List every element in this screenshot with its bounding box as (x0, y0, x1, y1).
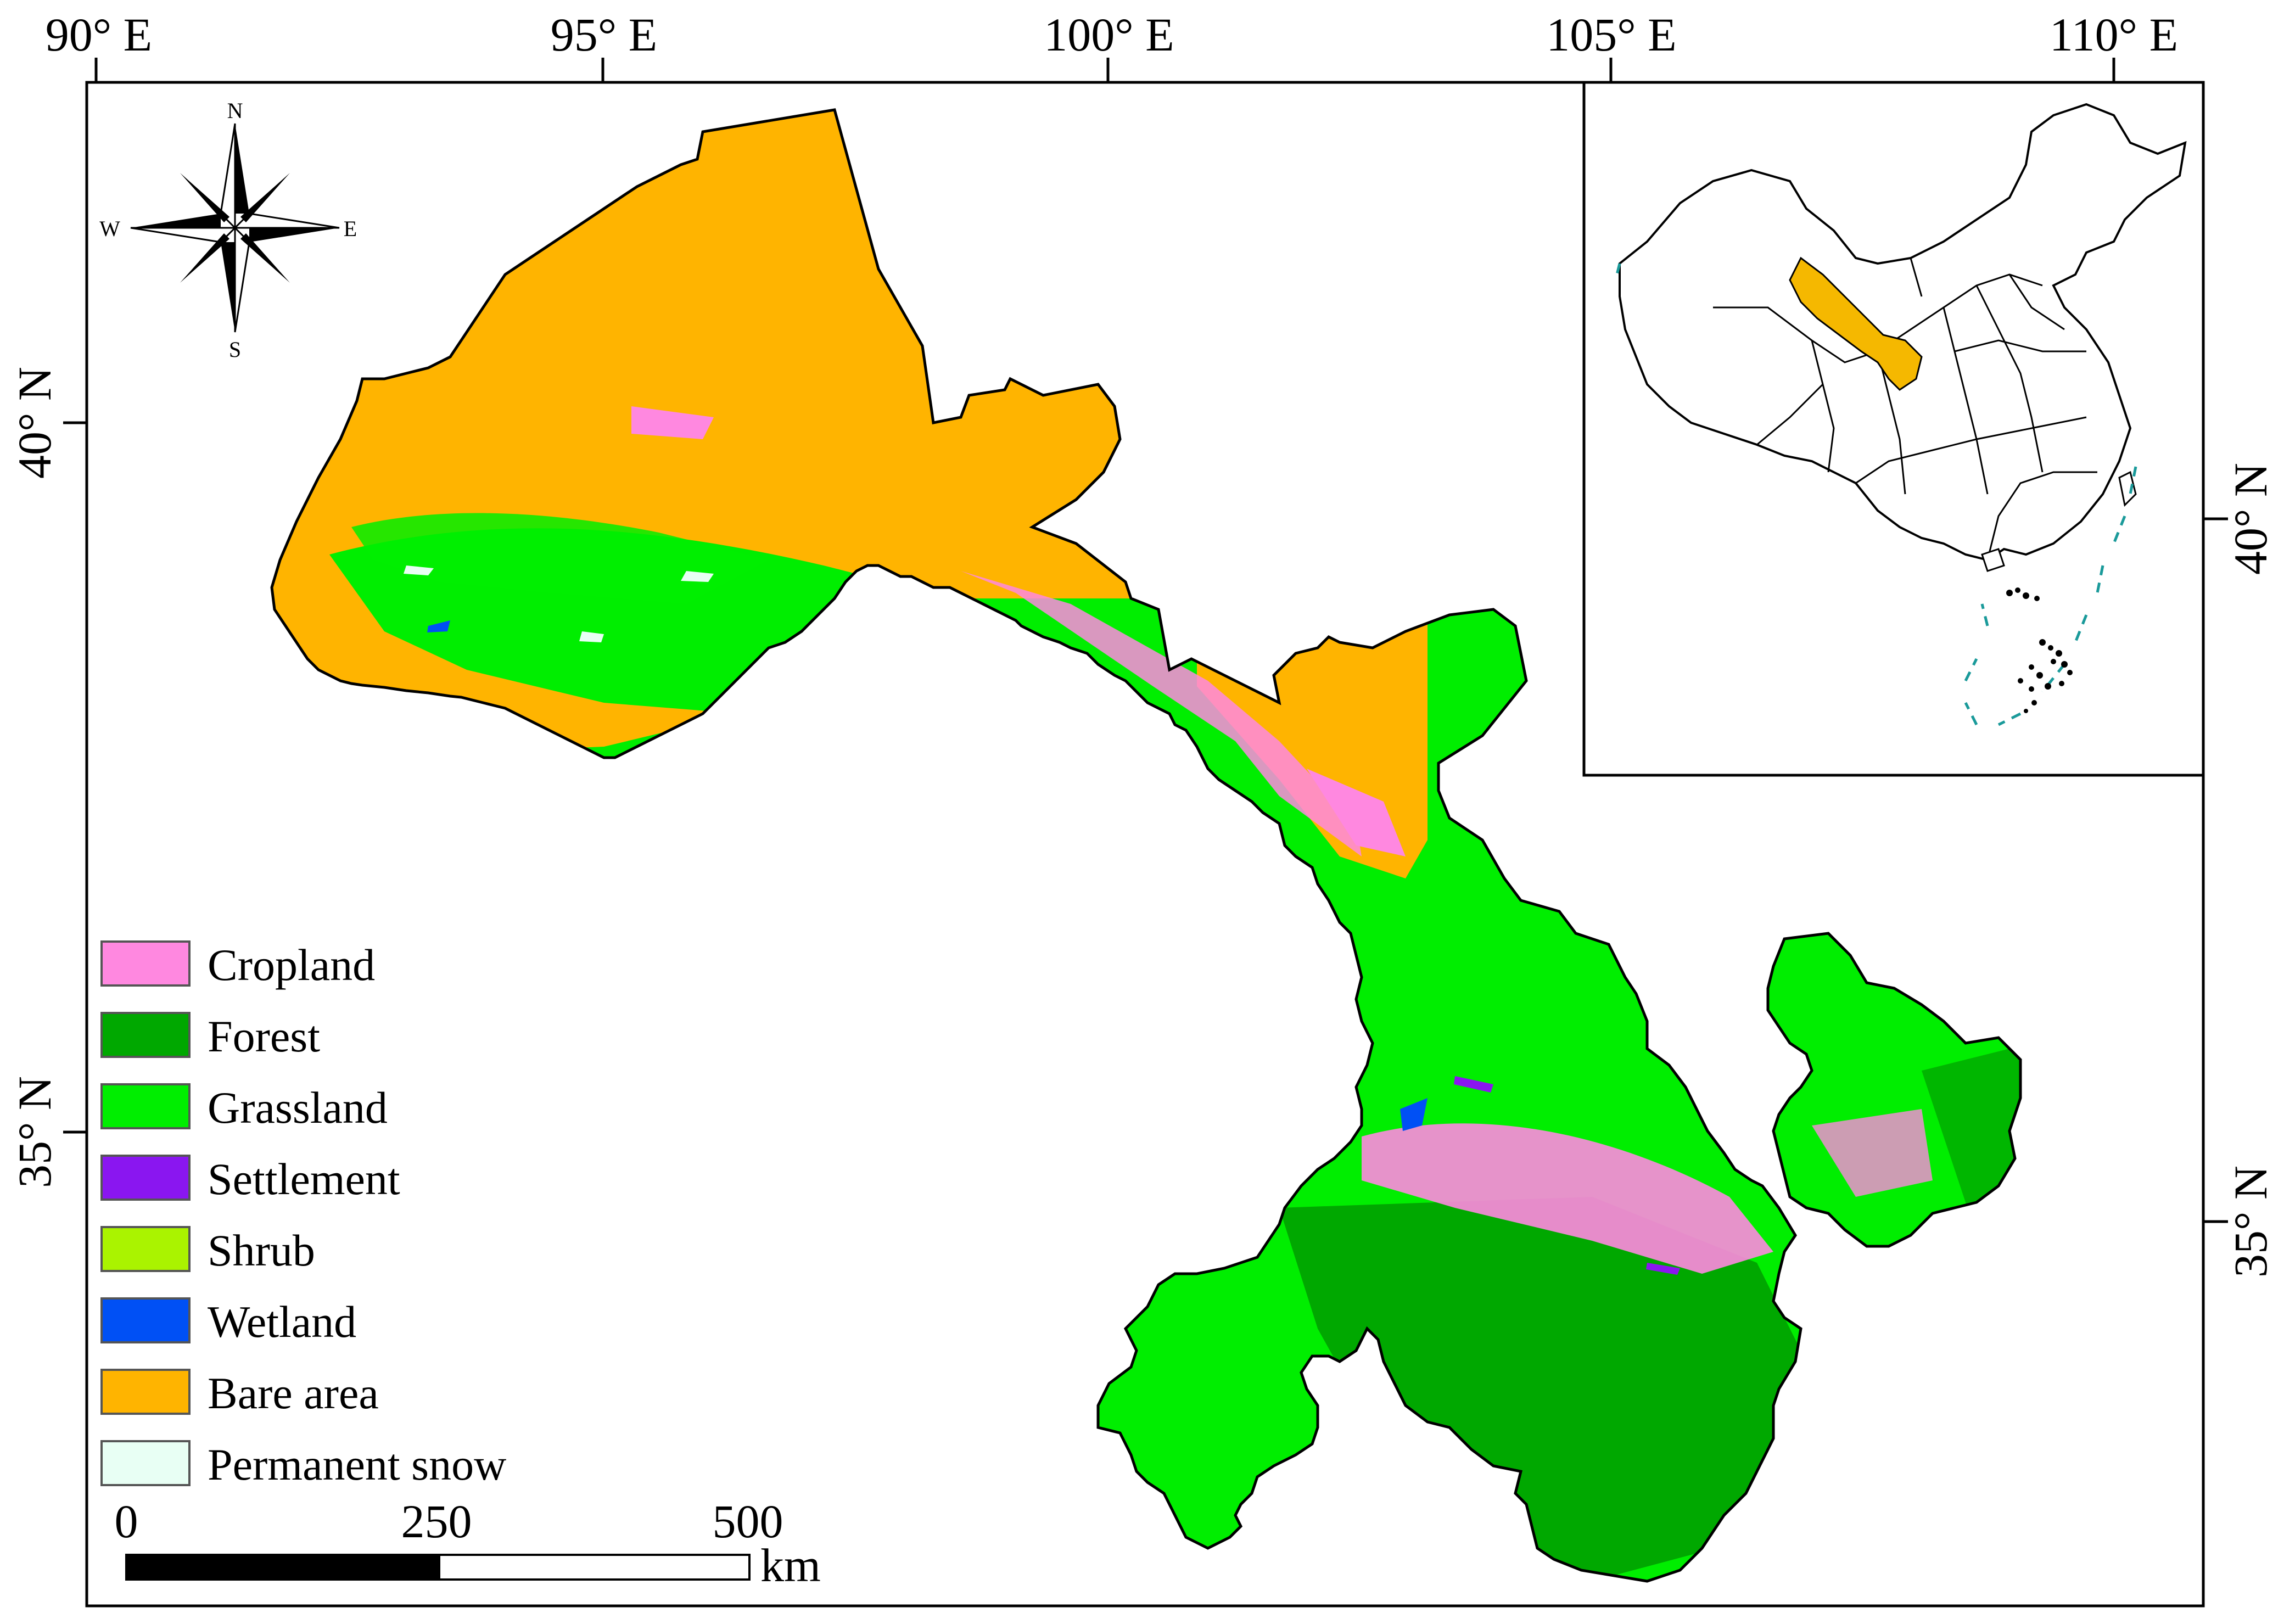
legend-item-shrub: Shrub (100, 1225, 315, 1275)
legend-item-forest: Forest (100, 1011, 320, 1061)
legend-swatch (100, 940, 191, 987)
legend-label: Bare area (208, 1368, 379, 1418)
cropland-region-northeast (1307, 769, 1406, 856)
legend-item-cropland: Cropland (100, 940, 375, 990)
china-outline (1619, 103, 2187, 562)
north-arrow: N S W E (99, 98, 357, 362)
right-tick-label: 40° N (2224, 463, 2277, 575)
cropland-region-east (1812, 1109, 1933, 1197)
legend-label: Cropland (208, 940, 375, 990)
scale-tick-500: 500 (713, 1495, 783, 1548)
legend-label: Shrub (208, 1225, 315, 1275)
legend-swatch (100, 1012, 191, 1058)
compass-west-label: W (99, 216, 120, 241)
legend-swatch (100, 1369, 191, 1415)
cropland-patch-west (631, 406, 714, 439)
grassland-east-block (1768, 950, 2020, 1071)
scale-unit: km (760, 1539, 821, 1592)
scale-tick-0: 0 (115, 1495, 138, 1548)
gansu-highlight (1789, 256, 1923, 391)
cropland-region-central (1362, 1123, 1773, 1274)
left-tick-label: 35° N (8, 1076, 61, 1188)
left-tick-label: 40° N (8, 367, 61, 479)
top-tick-label: 95° E (551, 8, 657, 61)
legend-label: Forest (208, 1011, 320, 1061)
map-frame (85, 81, 2205, 1608)
legend-label: Settlement (208, 1154, 400, 1204)
legend-swatch (100, 1297, 191, 1343)
right-axis: 40° N 35° N (2203, 463, 2277, 1278)
top-tick-label: 100° E (1044, 8, 1174, 61)
top-tick-label: 110° E (2050, 8, 2178, 61)
compass-south-label: S (229, 337, 241, 362)
legend-label: Permanent snow (208, 1440, 506, 1489)
legend-item-bare-area: Bare area (100, 1368, 379, 1418)
south-china-sea-islands (2006, 587, 2073, 713)
grassland-belt-west (351, 513, 769, 604)
left-axis: 40° N 35° N (8, 367, 87, 1188)
right-tick-label: 35° N (2224, 1166, 2277, 1278)
legend-item-wetland: Wetland (100, 1297, 356, 1347)
compass-north-label: N (227, 98, 243, 123)
legend-swatch (100, 1226, 191, 1272)
hainan-island (1981, 548, 2005, 572)
top-tick-label: 105° E (1546, 8, 1676, 61)
compass-east-label: E (344, 216, 357, 241)
wetland-lake (1400, 1098, 1428, 1131)
taiwan-island (2118, 471, 2137, 507)
legend-swatch (100, 1083, 191, 1129)
legend-swatch (100, 1440, 191, 1486)
legend-swatch (100, 1155, 191, 1201)
nine-dash-line (1615, 263, 2137, 726)
legend: Cropland Forest Grassland Settlement Shrub We… (100, 940, 506, 1489)
legend-label: Grassland (208, 1083, 388, 1133)
forest-region-south (1279, 1197, 1812, 1581)
legend-item-permanent-snow: Permanent snow (100, 1440, 506, 1489)
inset-china-map (1582, 81, 2205, 777)
scale-tick-250: 250 (401, 1495, 472, 1548)
legend-item-settlement: Settlement (100, 1154, 400, 1204)
legend-item-grassland: Grassland (100, 1083, 388, 1133)
wetland-lake-west (427, 620, 450, 632)
scale-bar: 0 250 500 km (115, 1495, 821, 1592)
top-tick-label: 90° E (46, 8, 152, 61)
top-axis: 90° E 95° E 100° E 105° E 110° E (46, 8, 2178, 82)
legend-label: Wetland (208, 1297, 356, 1347)
province-boundary (270, 108, 2022, 1583)
